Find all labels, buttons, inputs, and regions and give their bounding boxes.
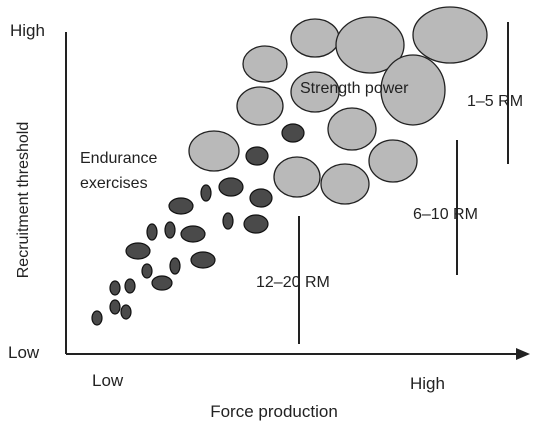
large-motor-unit <box>188 130 240 172</box>
large-motor-unit <box>335 16 405 74</box>
small-motor-unit <box>109 280 121 296</box>
small-motor-unit <box>164 221 176 239</box>
small-motor-unit <box>180 225 206 243</box>
rm-markers: 12–20 RM 6–10 RM 1–5 RM <box>256 22 523 344</box>
large-motor-unit <box>327 107 377 151</box>
rm-1-5-label: 1–5 RM <box>467 93 523 110</box>
y-axis-low-label: Low <box>8 343 40 362</box>
small-motor-unit <box>190 251 216 269</box>
endurance-line-1: Endurance <box>80 150 157 167</box>
small-motor-unit <box>281 123 305 143</box>
small-motor-unit <box>125 242 151 260</box>
y-axis-high-label: High <box>10 21 45 40</box>
small-motor-units <box>91 123 305 326</box>
small-motor-unit <box>91 310 103 326</box>
endurance-line-2: exercises <box>80 175 148 192</box>
x-axis-title: Force production <box>210 402 338 421</box>
large-motor-unit <box>412 6 488 64</box>
endurance-exercises-label: Endurance exercises <box>80 150 162 192</box>
x-axis-low-label: Low <box>92 371 124 390</box>
large-motor-unit <box>290 18 340 58</box>
small-motor-unit <box>120 304 132 320</box>
small-motor-unit <box>109 299 121 315</box>
large-motor-unit <box>273 156 321 198</box>
axes <box>65 32 530 360</box>
small-motor-unit <box>245 146 269 166</box>
small-motor-unit <box>168 197 194 215</box>
small-motor-unit <box>222 212 234 230</box>
large-motor-unit <box>290 71 340 113</box>
x-axis-arrowhead <box>516 348 530 360</box>
small-motor-unit <box>243 214 269 234</box>
y-axis-title: Recruitment threshold <box>15 122 32 279</box>
small-motor-unit <box>218 177 244 197</box>
rm-6-10-label: 6–10 RM <box>413 206 478 223</box>
small-motor-unit <box>249 188 273 208</box>
large-motor-unit <box>380 54 446 126</box>
large-motor-unit <box>368 139 418 183</box>
x-axis-high-label: High <box>410 374 445 393</box>
large-motor-units <box>188 6 488 205</box>
small-motor-unit <box>169 257 181 275</box>
large-motor-unit <box>242 45 288 83</box>
large-motor-unit <box>320 163 370 205</box>
large-motor-unit <box>236 86 284 126</box>
small-motor-unit <box>146 223 158 241</box>
strength-power-label: Strength power <box>300 80 409 97</box>
small-motor-unit <box>151 275 173 291</box>
small-motor-unit <box>124 278 136 294</box>
small-motor-unit <box>200 184 212 202</box>
rm-12-20-label: 12–20 RM <box>256 274 330 291</box>
small-motor-unit <box>141 263 153 279</box>
